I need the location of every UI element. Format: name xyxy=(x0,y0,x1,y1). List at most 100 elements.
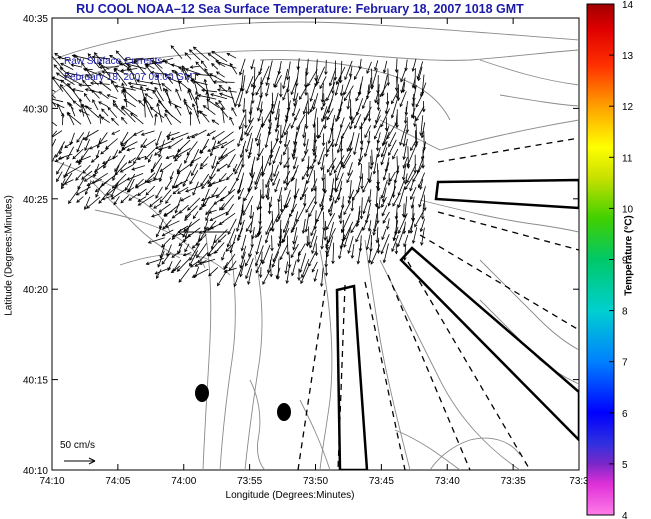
current-vector-head xyxy=(174,157,178,162)
current-vector xyxy=(315,186,317,205)
current-vector xyxy=(420,115,424,136)
current-vector xyxy=(121,107,136,123)
current-vector-head xyxy=(336,149,341,154)
current-vector xyxy=(71,64,83,68)
current-vector xyxy=(344,85,354,101)
current-vector-head xyxy=(376,250,381,254)
y-tick-label: 40:30 xyxy=(23,104,48,115)
current-vector-head xyxy=(331,260,335,265)
current-vector xyxy=(52,89,56,92)
current-vector-head xyxy=(267,210,272,215)
current-vector-head xyxy=(60,62,64,67)
current-vector xyxy=(209,163,218,179)
current-vector xyxy=(189,49,201,61)
current-vector-head xyxy=(256,157,260,162)
current-vector xyxy=(144,100,154,118)
current-vector xyxy=(382,211,390,224)
current-vector xyxy=(185,205,198,218)
current-vector xyxy=(408,217,416,234)
current-vector xyxy=(335,101,343,122)
current-vector xyxy=(190,156,201,164)
current-vector xyxy=(381,179,388,199)
current-vector xyxy=(216,154,229,165)
current-vector xyxy=(72,88,84,92)
current-vector-head xyxy=(47,94,50,97)
current-vector xyxy=(353,133,360,155)
current-vector-head xyxy=(178,80,182,85)
current-vector-head xyxy=(299,269,303,274)
current-vector xyxy=(133,60,147,76)
current-vector xyxy=(369,100,371,122)
current-vector xyxy=(266,180,270,198)
current-vector xyxy=(187,90,193,101)
current-vector xyxy=(201,194,220,201)
current-vector xyxy=(233,266,243,287)
current-vector xyxy=(279,219,282,240)
current-vector-head xyxy=(211,63,215,67)
current-vector xyxy=(195,96,199,118)
current-vector-head xyxy=(348,73,353,78)
current-vector xyxy=(99,81,112,91)
current-vector-head xyxy=(188,110,193,115)
current-vector xyxy=(369,189,372,203)
current-vector xyxy=(200,156,209,167)
current-vector-head xyxy=(227,231,231,236)
current-vector xyxy=(411,107,416,118)
current-vector-head xyxy=(333,188,338,192)
current-vector-head xyxy=(402,156,406,161)
current-vector xyxy=(238,227,244,238)
current-vector-head xyxy=(91,180,96,184)
current-vector xyxy=(285,106,290,123)
current-vector-head xyxy=(325,253,330,258)
current-vector xyxy=(311,178,318,192)
current-vector xyxy=(335,74,342,96)
current-vector xyxy=(328,122,335,144)
current-vector-head xyxy=(194,72,199,77)
current-vector-head xyxy=(154,145,159,150)
current-vector xyxy=(185,185,201,192)
current-vector xyxy=(270,259,272,277)
current-vector xyxy=(343,76,352,95)
current-vector xyxy=(56,171,63,182)
current-vector-head xyxy=(155,233,160,238)
current-vector-head xyxy=(319,203,323,208)
current-vector xyxy=(190,148,200,167)
current-vector-head xyxy=(211,50,216,55)
current-vector-head xyxy=(237,143,241,148)
current-vector-head xyxy=(386,82,390,87)
current-vector xyxy=(189,243,201,261)
current-vector xyxy=(171,250,182,258)
current-vector-head xyxy=(234,170,238,175)
current-vector-head xyxy=(210,226,214,230)
current-vector-head xyxy=(341,229,345,234)
x-tick-label: 74:05 xyxy=(105,476,130,487)
current-vector xyxy=(161,252,171,265)
current-vector xyxy=(126,147,136,151)
current-vector-head xyxy=(343,244,347,248)
current-vector-head xyxy=(284,131,288,136)
current-vector-head xyxy=(184,214,189,219)
current-vector-head xyxy=(207,253,212,257)
current-vector xyxy=(200,173,210,187)
current-vector xyxy=(161,237,171,248)
current-vector xyxy=(52,98,64,103)
current-vector-head xyxy=(161,261,165,265)
current-vector-head xyxy=(256,107,260,112)
current-vector-head xyxy=(399,103,403,108)
current-vector xyxy=(89,140,108,150)
current-vector xyxy=(403,163,407,180)
current-vector xyxy=(388,186,397,206)
current-vector xyxy=(150,107,165,119)
current-vector-head xyxy=(161,82,166,87)
current-vector-head xyxy=(248,253,252,258)
current-vector-head xyxy=(92,99,96,103)
current-vector xyxy=(371,149,373,166)
x-tick-label: 74:00 xyxy=(171,476,196,487)
current-vector-head xyxy=(158,209,163,213)
current-vector xyxy=(242,75,246,92)
current-vector-head xyxy=(199,110,203,114)
current-vector-head xyxy=(301,158,305,163)
current-vector-head xyxy=(136,79,140,83)
current-vector-head xyxy=(269,178,274,183)
current-vector xyxy=(342,154,352,169)
